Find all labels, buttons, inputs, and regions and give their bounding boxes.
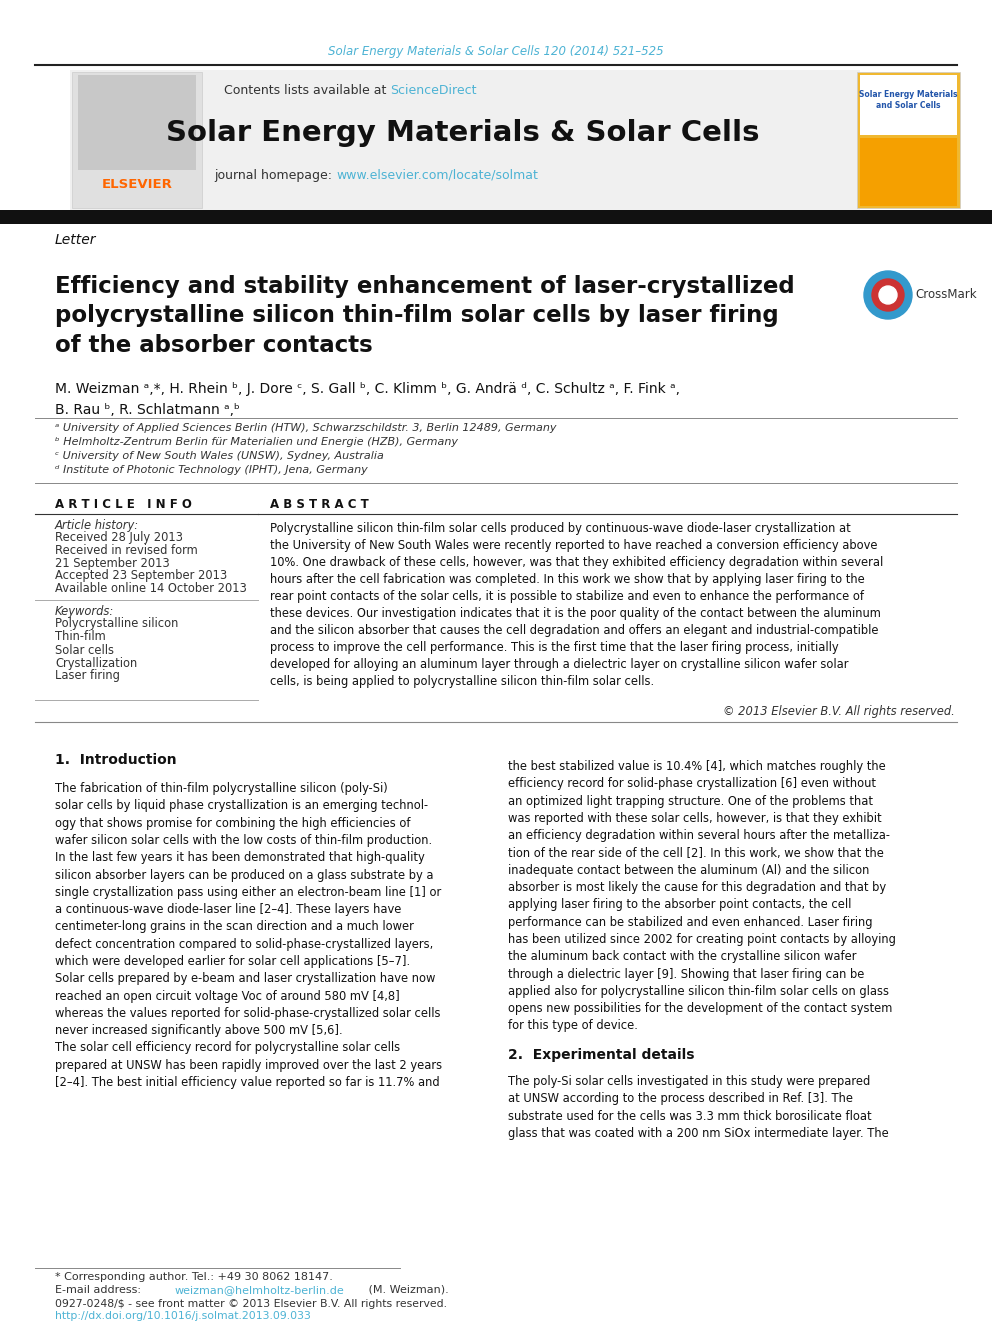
Bar [857,71,960,208]
Text: ᶜ University of New South Wales (UNSW), Sydney, Australia: ᶜ University of New South Wales (UNSW), … [55,451,384,460]
Text: The fabrication of thin-film polycrystalline silicon (poly-Si)
solar cells by li: The fabrication of thin-film polycrystal… [55,782,442,1089]
Text: 1.  Introduction: 1. Introduction [55,753,177,767]
Text: Solar Energy Materials & Solar Cells 120 (2014) 521–525: Solar Energy Materials & Solar Cells 120… [328,45,664,58]
Text: ᵇ Helmholtz-Zentrum Berlin für Materialien und Energie (HZB), Germany: ᵇ Helmholtz-Zentrum Berlin für Materiali… [55,437,458,447]
Text: * Corresponding author. Tel.: +49 30 8062 18147.: * Corresponding author. Tel.: +49 30 806… [55,1271,333,1282]
Bar [860,138,957,206]
Text: Solar cells: Solar cells [55,643,114,656]
Text: weizman@helmholtz-berlin.de: weizman@helmholtz-berlin.de [175,1285,345,1295]
Text: Contents lists available at: Contents lists available at [223,83,390,97]
Text: Crystallization: Crystallization [55,656,137,669]
Text: Laser firing: Laser firing [55,669,120,683]
Text: 0927-0248/$ - see front matter © 2013 Elsevier B.V. All rights reserved.: 0927-0248/$ - see front matter © 2013 El… [55,1299,447,1308]
Text: Polycrystalline silicon thin-film solar cells produced by continuous-wave diode-: Polycrystalline silicon thin-film solar … [270,523,883,688]
Text: ELSEVIER: ELSEVIER [101,179,173,192]
Text: Received in revised form: Received in revised form [55,545,197,557]
Bar [70,70,860,210]
Text: (M. Weizman).: (M. Weizman). [365,1285,448,1295]
Text: Thin-film: Thin-film [55,631,106,643]
Text: 21 September 2013: 21 September 2013 [55,557,170,569]
Text: Available online 14 October 2013: Available online 14 October 2013 [55,582,247,595]
Text: Polycrystalline silicon: Polycrystalline silicon [55,618,179,631]
Text: CrossMark: CrossMark [915,288,977,302]
Text: The poly-Si solar cells investigated in this study were prepared
at UNSW accordi: The poly-Si solar cells investigated in … [508,1076,889,1140]
Text: E-mail address:: E-mail address: [55,1285,145,1295]
Text: http://dx.doi.org/10.1016/j.solmat.2013.09.033: http://dx.doi.org/10.1016/j.solmat.2013.… [55,1311,310,1320]
Text: journal homepage:: journal homepage: [214,168,336,181]
Circle shape [864,271,912,319]
Bar [0,210,992,224]
Text: ᵈ Institute of Photonic Technology (IPHT), Jena, Germany: ᵈ Institute of Photonic Technology (IPHT… [55,464,368,475]
Text: Received 28 July 2013: Received 28 July 2013 [55,532,183,545]
Text: A R T I C L E   I N F O: A R T I C L E I N F O [55,499,191,512]
Circle shape [872,279,904,311]
Text: Article history:: Article history: [55,519,139,532]
Bar [78,75,196,169]
Text: www.elsevier.com/locate/solmat: www.elsevier.com/locate/solmat [336,168,538,181]
Text: Solar Energy Materials
and Solar Cells: Solar Energy Materials and Solar Cells [859,90,957,110]
Text: Letter: Letter [55,233,96,247]
Text: ᵃ University of Applied Sciences Berlin (HTW), Schwarzschildstr. 3, Berlin 12489: ᵃ University of Applied Sciences Berlin … [55,423,557,433]
Text: © 2013 Elsevier B.V. All rights reserved.: © 2013 Elsevier B.V. All rights reserved… [723,705,955,718]
Text: A B S T R A C T: A B S T R A C T [270,499,369,512]
Text: Efficiency and stability enhancement of laser-crystallized
polycrystalline silic: Efficiency and stability enhancement of … [55,275,795,357]
Text: Keywords:: Keywords: [55,605,114,618]
Text: ScienceDirect: ScienceDirect [390,83,476,97]
Text: 2.  Experimental details: 2. Experimental details [508,1048,694,1062]
Circle shape [879,286,897,304]
Text: M. Weizman ᵃ,*, H. Rhein ᵇ, J. Dore ᶜ, S. Gall ᵇ, C. Klimm ᵇ, G. Andrä ᵈ, C. Sch: M. Weizman ᵃ,*, H. Rhein ᵇ, J. Dore ᶜ, S… [55,382,680,417]
Bar [860,75,957,135]
Text: Accepted 23 September 2013: Accepted 23 September 2013 [55,569,227,582]
Text: Solar Energy Materials & Solar Cells: Solar Energy Materials & Solar Cells [167,119,760,147]
Text: the best stabilized value is 10.4% [4], which matches roughly the
efficiency rec: the best stabilized value is 10.4% [4], … [508,759,896,1032]
Bar [72,71,202,208]
